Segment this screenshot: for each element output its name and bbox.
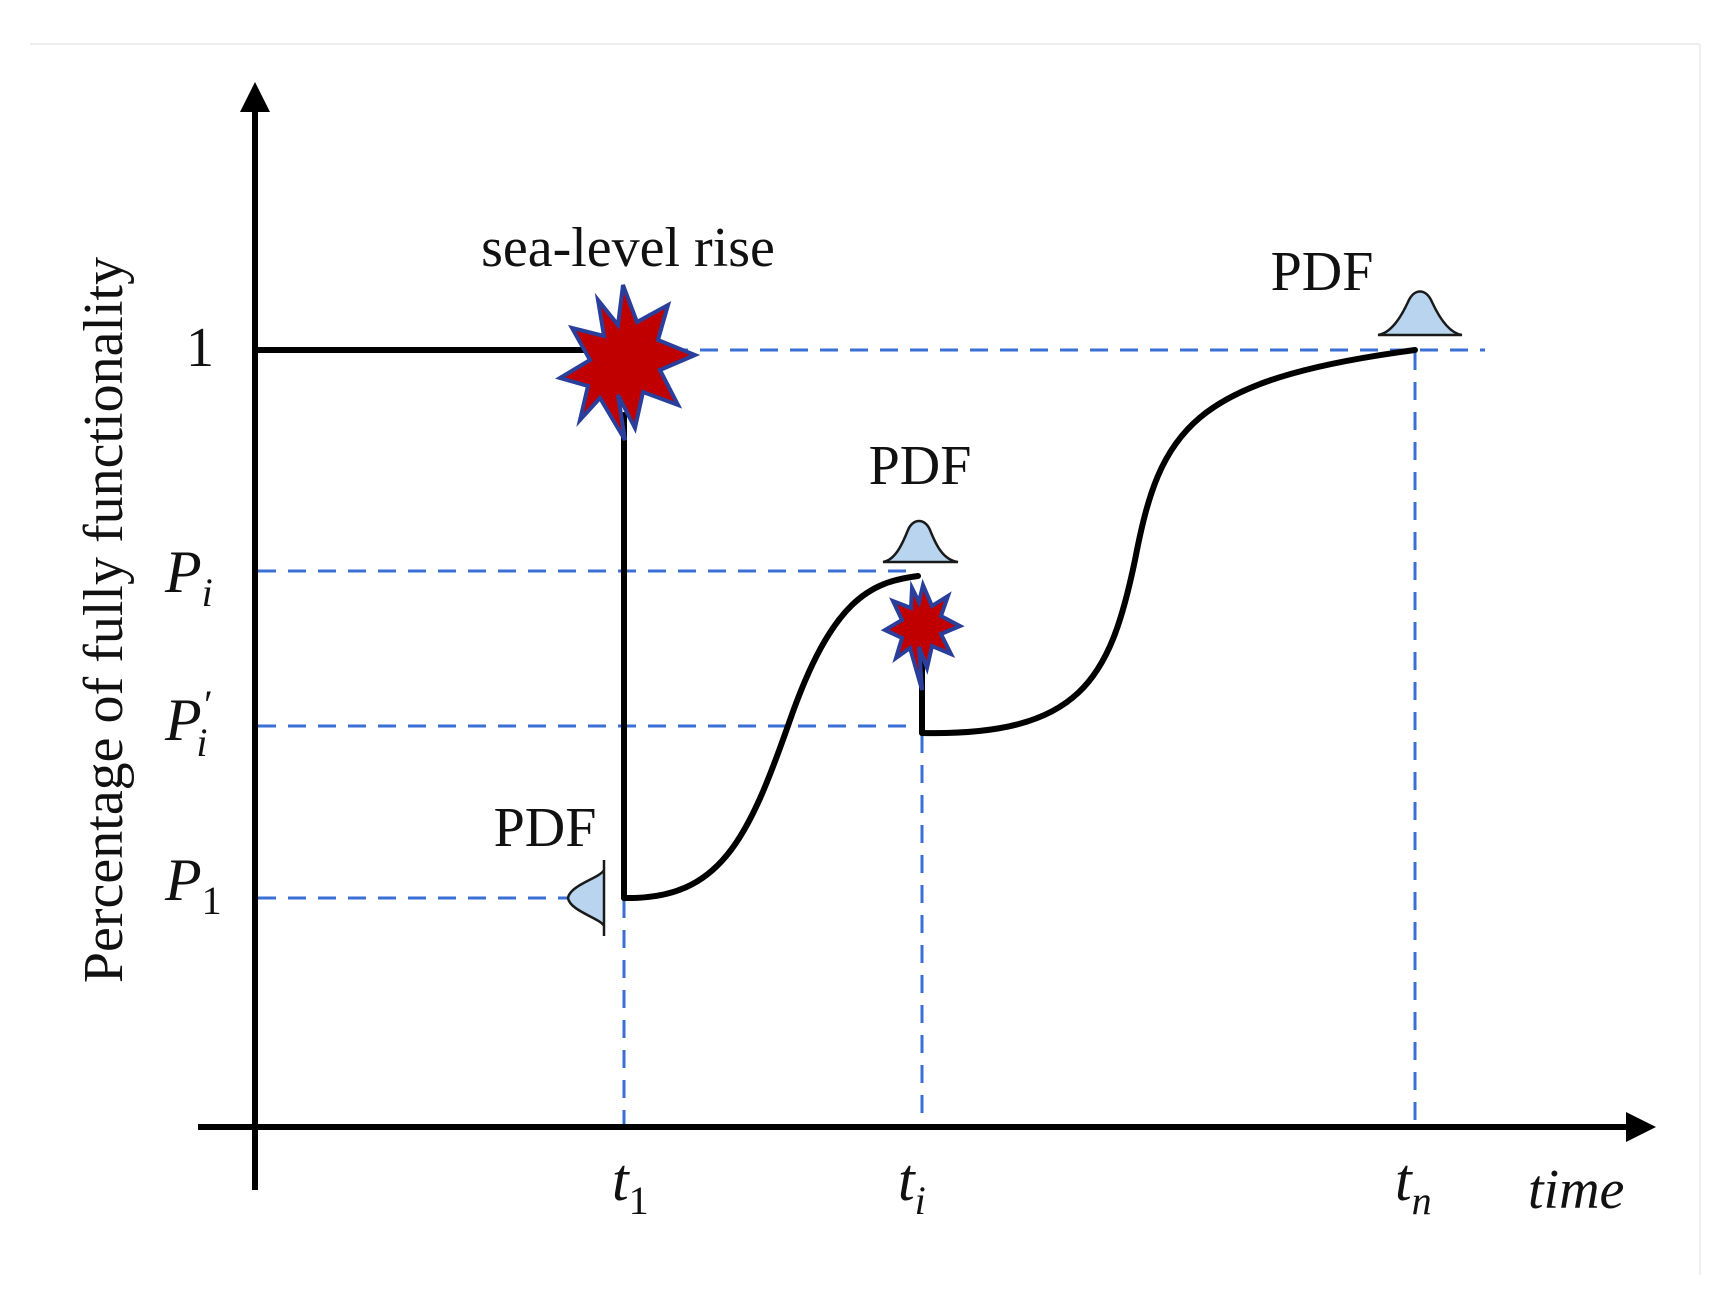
y-tick-p-i-prime-base: P [164, 687, 202, 753]
sea-level-rise-label: sea-level rise [481, 217, 775, 279]
y-tick-p-1-sub: 1 [202, 878, 222, 923]
x-tick-t-n: tn [1395, 1147, 1432, 1223]
y-tick-p-i-prime: P′ i [164, 682, 212, 765]
sea-level-rise-burst [555, 284, 701, 442]
x-tick-t-1: t1 [612, 1147, 649, 1223]
y-tick-p-1-base: P [164, 847, 202, 913]
x-tick-t-1-sub: 1 [629, 1178, 649, 1223]
y-tick-p-i-prime-sub: i [196, 720, 207, 765]
x-tick-t-i-sub: i [915, 1178, 926, 1223]
functionality-curve [252, 347, 1418, 902]
y-tick-p-i-base: P [164, 539, 202, 605]
second-event-burst [880, 578, 965, 691]
y-tick-p-i-sub: i [202, 570, 213, 615]
x-tick-t-i-base: t [898, 1147, 916, 1213]
x-tick-t-n-sub: n [1412, 1178, 1432, 1223]
pdf-label-middle: PDF [869, 435, 972, 497]
pdf-distribution-middle [882, 519, 959, 564]
curve-second-recovery [919, 347, 1418, 737]
x-tick-t-1-base: t [612, 1147, 630, 1213]
y-tick-p-i-prime-mark: ′ [202, 682, 212, 727]
y-tick-one: 1 [186, 317, 214, 379]
x-tick-t-n-base: t [1395, 1147, 1413, 1213]
y-tick-p-1: P1 [164, 847, 222, 923]
guide-lines [258, 348, 1485, 1125]
x-tick-t-i: ti [898, 1147, 926, 1223]
y-tick-p-i: Pi [164, 539, 213, 615]
x-axis-title: time [1528, 1159, 1624, 1221]
y-axis-title: Percentage of fully functionality [73, 257, 135, 983]
pdf-label-first: PDF [494, 797, 597, 859]
curve-first-recovery [621, 573, 921, 902]
pdf-label-last: PDF [1271, 241, 1374, 303]
pdf-distribution-first [566, 860, 606, 936]
pdf-distribution-last [1377, 290, 1463, 337]
